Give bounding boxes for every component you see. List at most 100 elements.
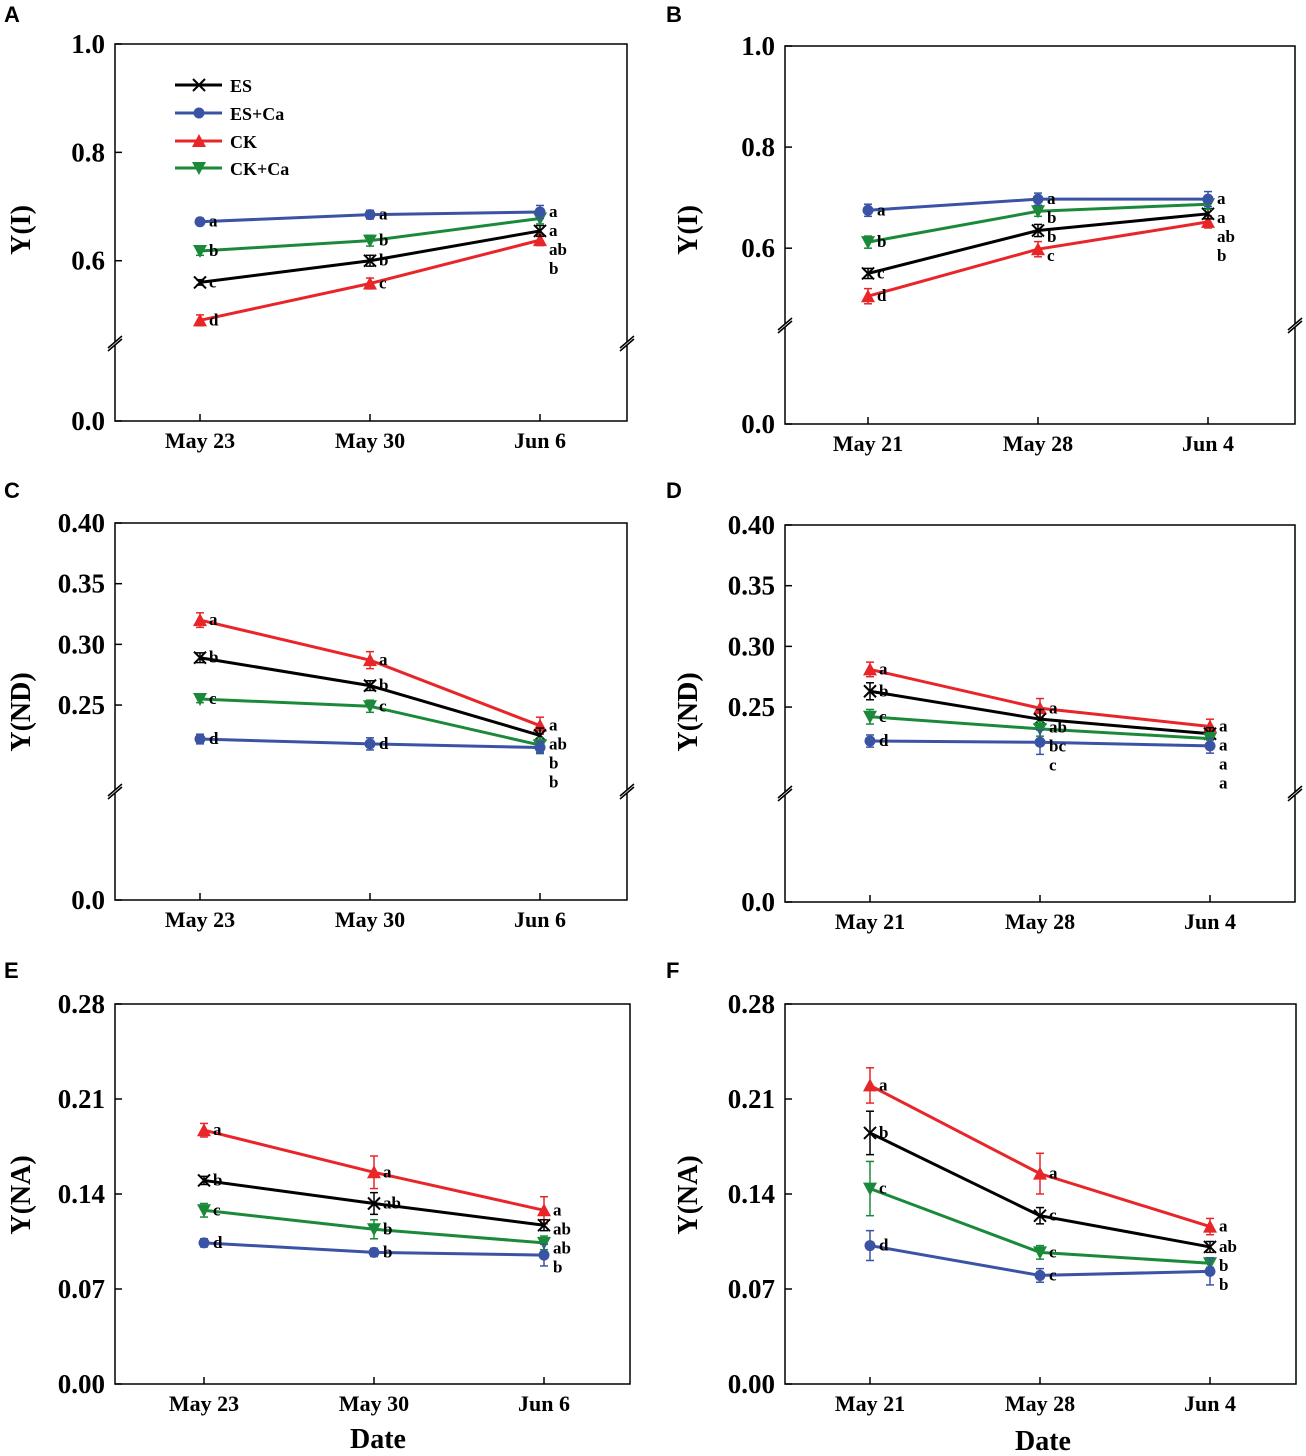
significance-letter: c — [379, 696, 387, 715]
significance-letter: a — [379, 650, 388, 669]
series-ck — [197, 1122, 551, 1225]
significance-letter: a — [879, 659, 888, 678]
significance-letter: b — [209, 648, 218, 667]
significance-letter: d — [209, 729, 219, 748]
data-point — [863, 684, 877, 698]
x-tick-label: May 23 — [165, 428, 235, 453]
panel-letter-f: F — [666, 958, 679, 983]
data-point — [537, 1236, 551, 1250]
significance-letter: ab — [1217, 227, 1235, 246]
data-point — [862, 204, 874, 216]
axis-break-mark — [619, 338, 635, 352]
data-point — [1033, 1246, 1047, 1260]
data-point — [537, 1203, 551, 1217]
significance-letter: a — [1217, 208, 1226, 227]
y-tick-label: 0.6 — [71, 246, 105, 276]
data-point — [861, 236, 875, 250]
axis-break-gap — [777, 792, 793, 795]
legend-label-es: ES — [230, 76, 252, 96]
significance-letter: b — [383, 1219, 392, 1238]
axis-break-mark — [619, 786, 635, 800]
significance-letter: a — [1049, 698, 1058, 717]
data-point — [1033, 701, 1047, 715]
significance-letter: c — [877, 263, 885, 282]
x-tick-label: May 21 — [833, 431, 903, 456]
axis-break-gap — [1287, 792, 1303, 795]
y-tick-label: 0.07 — [728, 1274, 775, 1304]
significance-letter: a — [553, 1200, 562, 1219]
series-ck — [193, 233, 547, 327]
y-tick-label: 0.25 — [728, 692, 775, 722]
series-es — [197, 1173, 551, 1232]
significance-letter: b — [379, 676, 388, 695]
significance-letter: d — [379, 734, 389, 753]
significance-letter: ab — [549, 735, 567, 754]
significance-letter: b — [1047, 208, 1056, 227]
y-tick-label: 0.30 — [58, 629, 105, 659]
legend-marker-es — [192, 78, 206, 92]
x-axis-title-f: Date — [1015, 1426, 1071, 1456]
y-tick-label: 0.0 — [741, 887, 775, 917]
y-tick-label: 0.6 — [741, 233, 775, 263]
legend-entry-es: ES — [175, 76, 252, 96]
y-tick-label: 0.8 — [71, 137, 105, 167]
data-point — [363, 254, 377, 268]
x-tick-label: Jun 4 — [1184, 1391, 1236, 1416]
significance-letter: ab — [383, 1194, 401, 1213]
significance-letter: c — [1049, 1206, 1057, 1225]
significance-letter: b — [549, 773, 558, 792]
series-ck — [861, 214, 1215, 305]
data-point — [363, 700, 377, 714]
significance-letter: c — [879, 1179, 887, 1198]
significance-letter: a — [549, 221, 558, 240]
significance-letter: b — [553, 1257, 562, 1276]
significance-letter: b — [209, 241, 218, 260]
x-tick-label: May 21 — [835, 1391, 905, 1416]
y-axis-title-d: Y(ND) — [673, 672, 704, 751]
data-point — [197, 1204, 211, 1218]
y-tick-label: 0.40 — [728, 510, 775, 540]
significance-letter: ab — [553, 1238, 571, 1257]
significance-letter: a — [1219, 773, 1228, 792]
data-point — [864, 1240, 876, 1252]
significance-letter: c — [1049, 1242, 1057, 1261]
legend-entry-es-ca: ES+Ca — [175, 104, 284, 124]
significance-letter: b — [879, 1123, 888, 1142]
y-tick-label: 0.40 — [58, 508, 105, 538]
significance-letter: c — [1047, 246, 1055, 265]
axis-break-mark — [777, 788, 793, 802]
axis-break-mark — [1287, 320, 1303, 334]
data-point — [1204, 740, 1216, 752]
y-tick-label: 0.0 — [71, 885, 105, 915]
significance-letter: ab — [549, 240, 567, 259]
data-point — [864, 735, 876, 747]
legend-marker-ck — [192, 134, 206, 147]
significance-letter: a — [1217, 189, 1226, 208]
y-axis-title-b: Y(I) — [673, 205, 704, 255]
significance-letter: b — [549, 259, 558, 278]
x-tick-label: May 30 — [335, 428, 405, 453]
plot-frame — [784, 45, 1296, 425]
y-tick-label: 0.0 — [741, 409, 775, 439]
significance-letter: a — [879, 1075, 888, 1094]
data-point — [1203, 1219, 1217, 1233]
panel-letter-a: A — [4, 2, 20, 27]
significance-letter: c — [209, 689, 217, 708]
data-point — [861, 266, 875, 281]
x-tick-label: Jun 4 — [1184, 909, 1236, 934]
axis-break-gap — [777, 324, 793, 327]
data-point — [863, 710, 877, 724]
data-point — [194, 733, 206, 745]
data-point — [197, 1173, 211, 1188]
plot-frame — [114, 43, 628, 422]
data-point — [193, 613, 207, 627]
data-point — [364, 209, 376, 221]
data-point — [1033, 1209, 1047, 1223]
significance-letter: c — [379, 273, 387, 292]
significance-letter: a — [1047, 189, 1056, 208]
x-tick-label: May 28 — [1003, 431, 1073, 456]
data-point — [861, 289, 875, 303]
y-tick-label: 0.35 — [728, 571, 775, 601]
